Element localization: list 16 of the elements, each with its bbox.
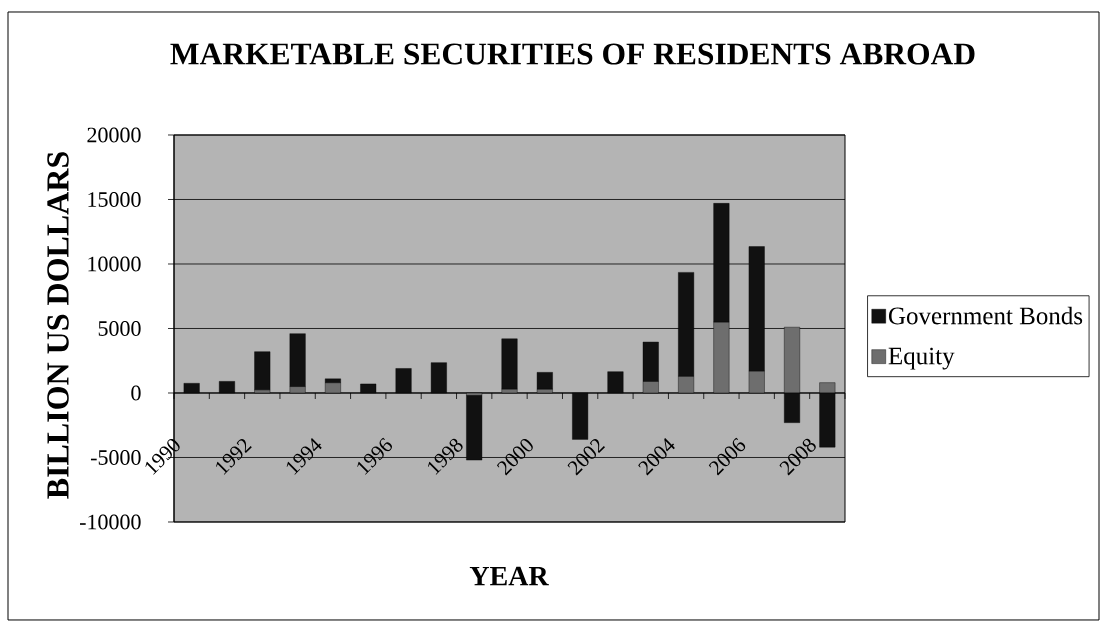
y-tick-label: 15000 xyxy=(88,192,141,207)
bar xyxy=(254,351,271,390)
y-axis-title: BILLION US DOLLARS xyxy=(47,152,69,499)
y-tick-label: 20000 xyxy=(87,127,141,143)
bar xyxy=(466,395,483,461)
legend-label: Equity xyxy=(888,347,955,370)
x-axis-title: YEAR xyxy=(469,566,549,586)
bar xyxy=(536,372,553,390)
chart-title: MARKETABLE SECURITIES OF RESIDENTS ABROAD xyxy=(170,43,975,65)
bar xyxy=(501,338,518,390)
y-tick-label: 5000 xyxy=(98,321,141,336)
legend-label: Government Bonds xyxy=(888,306,1083,325)
y-tick-label: 10000 xyxy=(88,256,141,272)
y-tick-label: -5000 xyxy=(90,450,141,465)
y-tick-label: 0 xyxy=(131,385,141,401)
y-tick-label: -10000 xyxy=(79,514,141,530)
